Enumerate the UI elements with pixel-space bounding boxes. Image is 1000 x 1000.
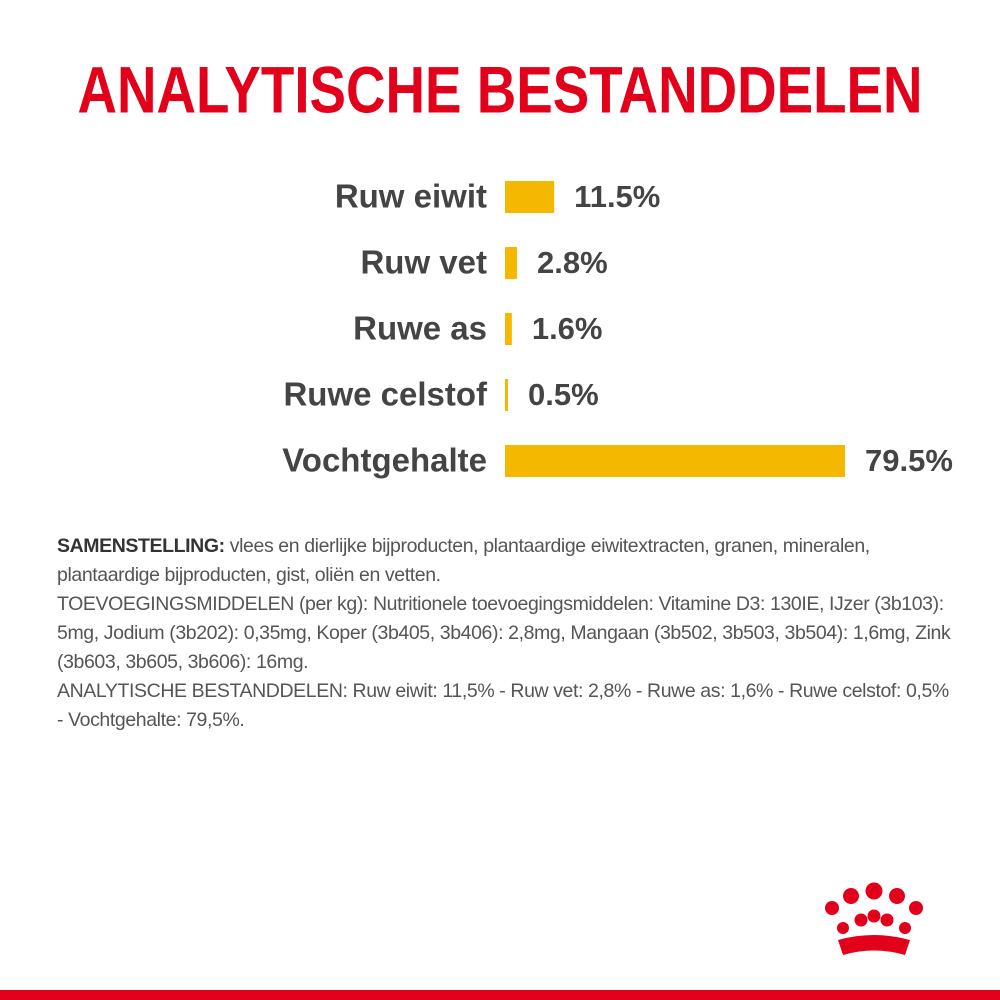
chart-title: ANALYTISCHE BESTANDDELEN: [78, 52, 923, 126]
category-label: Ruwe as: [353, 310, 487, 347]
category-label: Vochtgehalte: [282, 442, 487, 479]
bar: [505, 379, 508, 411]
footer-bar: [0, 990, 1000, 1000]
logo: [825, 882, 923, 955]
composition-text: vlees en dierlijke bijproducten, plantaa…: [57, 535, 870, 586]
value-label: 79.5%: [865, 443, 953, 478]
value-label: 0.5%: [528, 377, 599, 412]
bar: [505, 445, 845, 477]
composition: SAMENSTELLING: vlees en dierlijke bijpro…: [57, 532, 957, 735]
category-label: Ruwe celstof: [283, 376, 488, 413]
category-label: Ruw eiwit: [335, 178, 487, 215]
additives: TOEVOEGINGSMIDDELEN (per kg): Nutritione…: [57, 593, 951, 673]
composition-para: SAMENSTELLING: vlees en dierlijke bijpro…: [57, 532, 957, 590]
bar: [505, 181, 555, 213]
bar: [505, 247, 517, 279]
bar: [505, 313, 512, 345]
analysis: ANALYTISCHE BESTANDDELEN: Ruw eiwit: 11,…: [57, 680, 949, 731]
value-label: 2.8%: [537, 245, 608, 280]
value-label: 1.6%: [532, 311, 603, 346]
category-label: Ruw vet: [360, 244, 487, 281]
value-label: 11.5%: [574, 179, 660, 214]
composition-label: SAMENSTELLING:: [57, 535, 225, 557]
